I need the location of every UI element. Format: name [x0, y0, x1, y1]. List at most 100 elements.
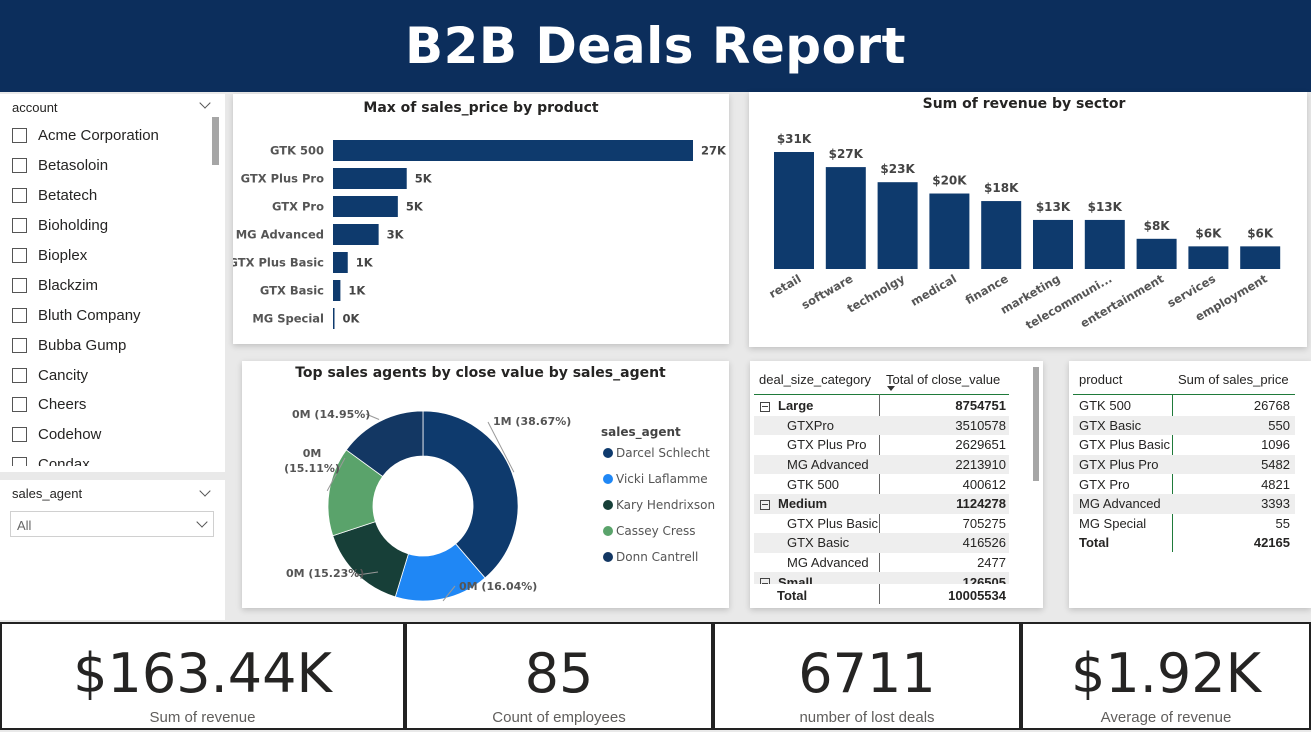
bar[interactable] — [333, 280, 341, 301]
kpi-label: Sum of revenue — [149, 709, 256, 726]
checkbox[interactable] — [12, 337, 27, 353]
top-sales-agents-donut-chart[interactable]: Top sales agents by close value by sales… — [242, 361, 729, 608]
column[interactable] — [877, 182, 918, 269]
deal-size-matrix[interactable]: deal_size_category Total of close_value … — [750, 361, 1043, 608]
account-option[interactable]: Condax — [12, 450, 207, 466]
group-row[interactable]: Small 126505 — [754, 572, 1009, 584]
row-value: 1096 — [1261, 437, 1290, 453]
row-label: MG Advanced — [787, 457, 869, 472]
column-header-deal-size[interactable]: deal_size_category — [759, 372, 872, 387]
leader-line — [365, 413, 380, 420]
column[interactable] — [1240, 246, 1281, 269]
account-option[interactable]: Blackzim — [12, 270, 207, 300]
column[interactable] — [1033, 219, 1073, 269]
checkbox[interactable] — [12, 367, 27, 383]
bar[interactable] — [333, 168, 407, 189]
chevron-down-icon[interactable] — [199, 485, 211, 497]
chevron-down-icon[interactable] — [196, 516, 208, 528]
row-label-text: Small — [778, 574, 813, 584]
account-option[interactable]: Acme Corporation — [12, 121, 207, 151]
column[interactable] — [1084, 219, 1125, 269]
bar[interactable] — [333, 140, 693, 161]
column[interactable] — [774, 152, 814, 269]
checkbox[interactable] — [12, 188, 27, 204]
sales-agent-dropdown[interactable]: All — [10, 511, 214, 537]
group-row[interactable]: Medium 1124278 — [754, 494, 1009, 514]
kpi-average-of-revenue: $1.92K Average of revenue — [1021, 622, 1311, 730]
account-option[interactable]: Cancity — [12, 360, 207, 390]
column-category-label: retail — [767, 271, 804, 300]
row-label-text: MG Advanced — [787, 555, 869, 571]
collapse-icon[interactable] — [760, 578, 770, 584]
checkbox[interactable] — [12, 277, 27, 293]
account-option-label: Bioplex — [38, 247, 88, 264]
total-row: Total 10005534 — [754, 586, 1009, 606]
column-data-label: $31K — [777, 132, 812, 146]
donut-data-label: 0M (14.95%) — [292, 408, 370, 421]
checkbox[interactable] — [12, 248, 27, 263]
row-value: 26768 — [1253, 398, 1290, 414]
donut-slice[interactable] — [422, 410, 519, 579]
account-option[interactable]: Bioholding — [12, 211, 207, 241]
collapse-icon[interactable] — [760, 499, 770, 510]
column[interactable] — [825, 167, 866, 269]
column-header-sales-price[interactable]: Sum of sales_price — [1178, 372, 1289, 387]
revenue-by-sector-chart[interactable]: Sum of revenue by sector $31K retail $27K s… — [749, 92, 1307, 347]
kpi-lost-deals: 6711 number of lost deals — [713, 622, 1021, 730]
checkbox[interactable] — [12, 457, 27, 466]
checkbox[interactable] — [12, 427, 27, 443]
account-slicer[interactable]: account Acme Corporation Betasoloin Betate… — [0, 94, 225, 472]
account-option[interactable]: Codehow — [12, 420, 207, 450]
row-label: GTX Plus Pro — [1079, 457, 1159, 473]
column[interactable] — [1188, 246, 1229, 269]
checkbox[interactable] — [12, 397, 27, 413]
column[interactable] — [929, 193, 970, 269]
account-option[interactable]: Betasoloin — [12, 151, 207, 181]
checkbox[interactable] — [12, 158, 27, 174]
table-scrollbar[interactable] — [1033, 367, 1039, 481]
checkbox[interactable] — [12, 218, 27, 234]
table-row: GTX Pro 4821 — [1073, 474, 1295, 494]
column-header-close-value[interactable]: Total of close_value — [886, 372, 1001, 387]
account-option-label: Betasoloin — [38, 157, 109, 175]
column[interactable] — [981, 201, 1022, 269]
account-option[interactable]: Bioplex — [12, 241, 207, 271]
table-row: GTX Plus Pro 2629651 — [754, 435, 1009, 455]
donut-slice[interactable] — [345, 410, 424, 478]
row-value: 1124278 — [956, 496, 1006, 512]
legend-entry: Kary Hendrixson — [616, 498, 715, 512]
account-list[interactable]: Acme Corporation Betasoloin Betatech Biohol… — [12, 121, 207, 466]
table-row: GTX Basic 416526 — [754, 533, 1009, 553]
collapse-icon[interactable] — [760, 401, 770, 412]
row-value: 55 — [1275, 515, 1290, 531]
column-data-label: $8K — [1144, 219, 1171, 233]
column-data-label: $13K — [1088, 200, 1123, 214]
column-header-product[interactable]: product — [1079, 372, 1123, 387]
donut-slice[interactable] — [332, 521, 409, 598]
product-sales-price-table[interactable]: product Sum of sales_price GTK 500 26768 G… — [1069, 361, 1311, 608]
checkbox[interactable] — [12, 128, 27, 144]
account-option[interactable]: Cheers — [12, 390, 207, 420]
account-list-scrollbar[interactable] — [212, 117, 219, 165]
column[interactable] — [1136, 238, 1177, 269]
header-divider — [1073, 394, 1295, 395]
account-option-label: Bubba Gump — [38, 336, 127, 354]
sales-agent-slicer[interactable]: sales_agent All — [0, 480, 225, 620]
table-row: MG Advanced 2213910 — [754, 454, 1009, 475]
sales-price-by-product-chart[interactable]: Max of sales_price by product GTK 500 27K… — [233, 94, 729, 344]
row-value: 4821 — [1261, 476, 1290, 492]
bar-category-label: MG Special — [252, 312, 324, 326]
checkbox[interactable] — [12, 307, 27, 323]
sort-desc-icon[interactable] — [887, 386, 895, 391]
bar[interactable] — [333, 224, 379, 245]
bar[interactable] — [333, 252, 348, 273]
chevron-down-icon[interactable] — [199, 97, 211, 109]
group-row[interactable]: Large 8754751 — [754, 396, 1009, 416]
bar-chart-svg: GTK 500 27K GTX Plus Pro 5K GTX Pro 5K MG Adva… — [233, 140, 727, 329]
account-option[interactable]: Betatech — [12, 181, 207, 211]
bar[interactable] — [333, 196, 398, 217]
account-option[interactable]: Bubba Gump — [12, 330, 207, 360]
report-header: B2B Deals Report — [0, 0, 1311, 92]
account-option[interactable]: Bluth Company — [12, 300, 207, 330]
bar[interactable] — [333, 308, 335, 329]
